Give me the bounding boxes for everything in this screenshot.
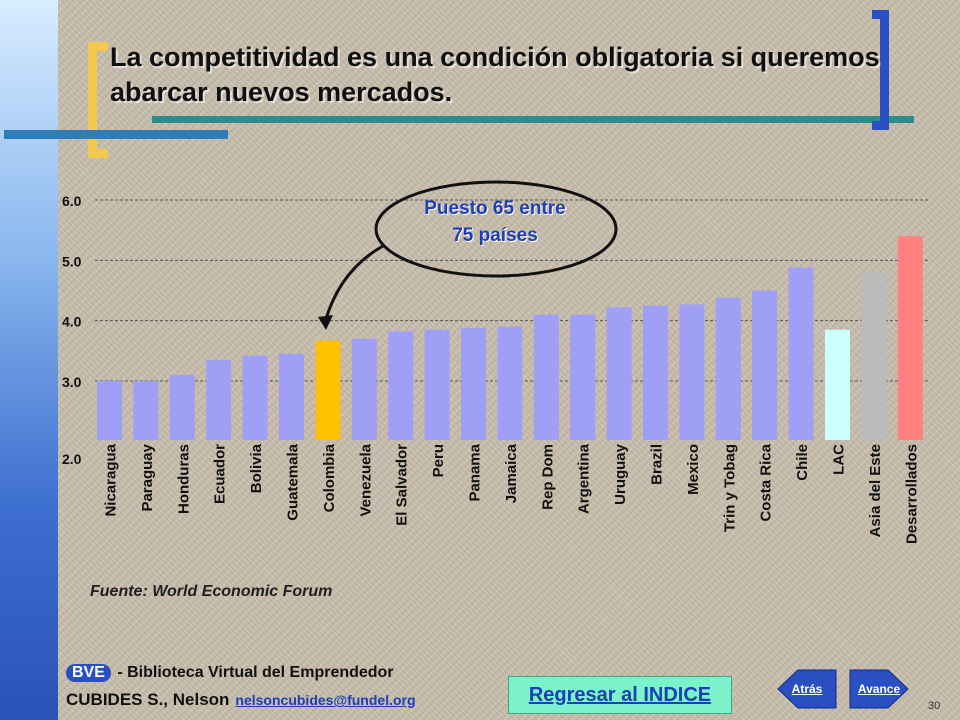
deco-blue-bracket-bottom — [872, 121, 889, 130]
x-tick-label: Guatemala — [285, 443, 302, 520]
x-tick-label: Asia del Este — [867, 444, 884, 537]
bar — [169, 374, 195, 440]
back-arrow-icon — [777, 669, 837, 709]
x-tick-label: El Salvador — [394, 444, 411, 526]
left-gradient-strip — [0, 0, 58, 720]
bars-layer — [97, 236, 923, 440]
bar — [606, 307, 632, 440]
x-tick-label: Rep Dom — [539, 444, 556, 510]
y-tick-label: 3.0 — [62, 374, 82, 390]
bar — [206, 359, 232, 440]
y-tick-label: 2.0 — [62, 451, 82, 467]
bar — [424, 329, 450, 440]
x-tick-label: Uruguay — [612, 443, 629, 505]
next-button[interactable]: Avance — [848, 668, 910, 710]
bar — [279, 353, 304, 440]
bve-badge: BVE — [66, 664, 111, 682]
chart-source: Fuente: World Economic Forum — [90, 583, 333, 600]
bar — [351, 338, 377, 440]
x-tick-label: Mexico — [685, 444, 702, 495]
x-tick-label: Paraguay — [139, 443, 156, 511]
bar — [861, 272, 887, 440]
callout-arrowhead — [318, 315, 333, 330]
x-tick-label: Honduras — [175, 444, 192, 514]
x-tick-label: Bolivia — [248, 443, 265, 493]
bar — [679, 304, 705, 440]
back-label: Atrás — [791, 682, 823, 696]
bar — [497, 326, 523, 440]
deco-blue-bracket-top — [872, 10, 889, 19]
x-tick-labels: Nicaragua Paraguay Honduras Ecuador Bolivia G… — [103, 443, 921, 544]
footer-author: CUBIDES S., Nelson nelsoncubides@fundel.o… — [66, 690, 416, 710]
footer-library: BVE - Biblioteca Virtual del Emprendedor — [66, 664, 394, 682]
bar — [897, 236, 923, 440]
deco-blue-bracket-vertical — [880, 10, 889, 130]
x-tick-label: Trin y Tobag — [721, 444, 738, 532]
y-tick-label: 5.0 — [62, 253, 82, 269]
y-tick-label: 6.0 — [62, 193, 82, 209]
bar — [715, 297, 741, 440]
callout-line-2: 75 países — [452, 225, 538, 246]
callout-line-1: Puesto 65 entre — [424, 198, 566, 219]
bar — [133, 381, 159, 440]
callout-ellipse — [374, 180, 618, 278]
bar — [788, 267, 814, 440]
y-tick-labels: 2.0 3.0 4.0 5.0 6.0 — [62, 193, 82, 467]
x-tick-label: Colombia — [321, 443, 338, 512]
bar — [97, 381, 122, 440]
bar — [388, 331, 414, 440]
x-tick-label: Desarrollados — [903, 444, 920, 544]
bar — [242, 355, 268, 440]
next-label: Avance — [857, 682, 901, 696]
x-tick-label: LAC — [831, 444, 848, 475]
bar — [643, 305, 668, 440]
bar — [533, 314, 559, 440]
x-tick-label: Brazil — [649, 444, 666, 485]
callout-text: Puesto 65 entre 75 países — [380, 195, 610, 249]
footer-author-name: CUBIDES S., Nelson — [66, 690, 230, 709]
y-tick-label: 4.0 — [62, 314, 82, 330]
bar — [461, 327, 486, 440]
x-tick-label: Chile — [794, 444, 811, 481]
back-button[interactable]: Atrás — [776, 668, 838, 710]
forward-arrow-icon — [849, 669, 909, 709]
deco-yellow-bracket-top — [88, 42, 108, 51]
deco-yellow-bracket-bottom — [88, 149, 108, 158]
x-tick-label: Peru — [430, 444, 447, 477]
footer-email-link[interactable]: nelsoncubides@fundel.org — [235, 692, 416, 708]
bar — [752, 290, 778, 440]
x-tick-label: Nicaragua — [103, 443, 120, 516]
return-to-index-button[interactable]: Regresar al INDICE — [508, 676, 732, 714]
x-tick-label: Panama — [467, 443, 484, 501]
bar — [570, 314, 596, 440]
page-number: 30 — [928, 700, 941, 712]
deco-yellow-bracket-vertical — [88, 42, 97, 158]
x-tick-label: Argentina — [576, 443, 593, 514]
footer-library-text: - Biblioteca Virtual del Emprendedor — [112, 664, 394, 681]
x-tick-label: Jamaica — [503, 443, 520, 503]
callout-arrow — [323, 244, 384, 323]
deco-teal-line — [152, 116, 914, 123]
bar — [315, 340, 341, 440]
bar — [825, 329, 850, 440]
deco-blue-bar-left — [4, 130, 228, 139]
slide-title: La competitividad es una condición oblig… — [110, 42, 880, 107]
x-tick-label: Venezuela — [357, 443, 374, 516]
x-tick-label: Costa Rica — [758, 443, 775, 521]
x-tick-label: Ecuador — [212, 444, 229, 504]
